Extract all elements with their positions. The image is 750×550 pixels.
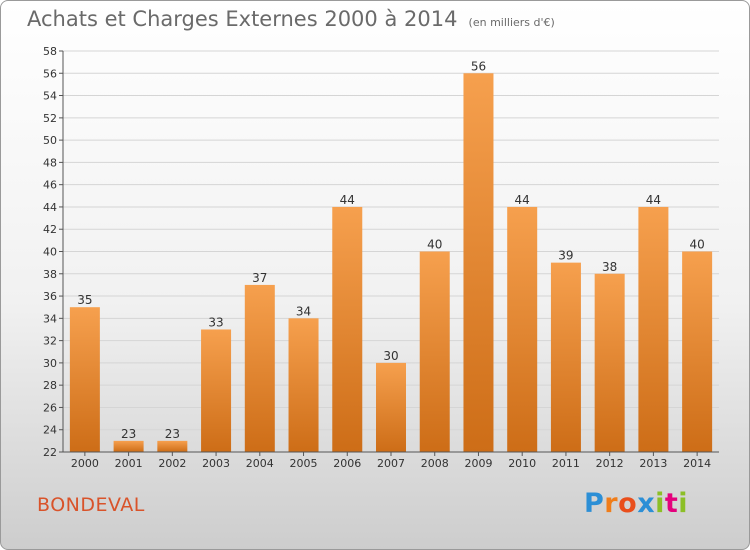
- logo-letter: r: [604, 488, 619, 519]
- y-tick-label: 26: [43, 401, 57, 414]
- bar-2011: [550, 262, 581, 452]
- bar-2014: [682, 251, 713, 452]
- logo-letter: i: [655, 488, 665, 519]
- y-tick-label: 54: [43, 90, 57, 103]
- data-label-2001: 23: [121, 427, 136, 441]
- logo-letter: t: [664, 488, 679, 519]
- data-label-2002: 23: [165, 427, 180, 441]
- y-tick-label: 30: [43, 357, 57, 370]
- logo-letter: i: [678, 488, 689, 519]
- x-tick-label: 2007: [377, 457, 405, 470]
- y-tick-label: 46: [43, 179, 57, 192]
- bar-2009: [463, 73, 494, 453]
- x-tick-label: 2008: [421, 457, 449, 470]
- bar-2012: [594, 273, 625, 452]
- y-tick-label: 32: [43, 335, 57, 348]
- y-tick-label: 42: [43, 223, 57, 236]
- bar-2013: [638, 206, 669, 452]
- chart-title: Achats et Charges Externes 2000 à 2014: [27, 7, 458, 31]
- chart-unit: (en milliers d'€): [468, 16, 555, 29]
- y-tick-label: 56: [43, 67, 57, 80]
- bar-2008: [419, 251, 450, 452]
- bar-2000: [69, 307, 100, 452]
- x-tick-label: 2013: [639, 457, 667, 470]
- x-tick-label: 2004: [246, 457, 274, 470]
- x-tick-label: 2011: [552, 457, 580, 470]
- data-label-2000: 35: [77, 293, 92, 307]
- data-label-2013: 44: [646, 193, 661, 207]
- data-label-2004: 37: [252, 271, 267, 285]
- bar-2006: [332, 206, 363, 452]
- x-tick-label: 2014: [683, 457, 711, 470]
- data-label-2009: 56: [471, 59, 486, 73]
- x-tick-label: 2000: [71, 457, 99, 470]
- y-tick-label: 40: [43, 246, 57, 259]
- axis-layer: 22 24 26 28 30 32 34 36 38 40 42 44 46 48 50 52 54 56 58 20…: [43, 45, 719, 470]
- data-label-2014: 40: [689, 238, 704, 252]
- x-tick-label: 2010: [508, 457, 536, 470]
- x-tick-label: 2006: [333, 457, 361, 470]
- data-label-2003: 33: [208, 315, 223, 329]
- y-tick-label: 36: [43, 290, 57, 303]
- bar-2003: [201, 329, 232, 452]
- bar-2004: [244, 284, 275, 452]
- chart-title-block: Achats et Charges Externes 2000 à 2014 (…: [27, 7, 555, 31]
- data-label-2011: 39: [558, 249, 573, 263]
- data-label-2010: 44: [515, 193, 530, 207]
- data-label-2007: 30: [383, 349, 398, 363]
- commune-name: BONDEVAL: [37, 494, 145, 516]
- y-tick-label: 38: [43, 268, 57, 281]
- bar-2001: [113, 440, 144, 452]
- y-tick-label: 48: [43, 156, 57, 169]
- x-tick-label: 2005: [290, 457, 318, 470]
- data-label-2005: 34: [296, 304, 311, 318]
- data-label-2012: 38: [602, 260, 617, 274]
- y-tick-label: 22: [43, 446, 57, 459]
- y-tick-label: 34: [43, 312, 57, 325]
- y-tick-label: 24: [43, 424, 57, 437]
- logo-letter: x: [637, 488, 656, 519]
- data-label-2008: 40: [427, 238, 442, 252]
- x-tick-label: 2001: [115, 457, 143, 470]
- bar-2002: [157, 440, 188, 452]
- bar-layer: 35 23 23 33 37 34 44 30 40 56 44 39 38 44 40: [69, 59, 713, 453]
- bar-2010: [507, 206, 538, 452]
- x-tick-label: 2009: [464, 457, 492, 470]
- y-tick-label: 50: [43, 134, 57, 147]
- bar-2005: [288, 318, 319, 452]
- y-tick-label: 44: [43, 201, 57, 214]
- proxiti-logo: Proxiti: [584, 488, 688, 519]
- data-label-2006: 44: [340, 193, 355, 207]
- x-tick-label: 2003: [202, 457, 230, 470]
- logo-letter: P: [584, 488, 605, 519]
- y-tick-label: 28: [43, 379, 57, 392]
- x-tick-label: 2012: [596, 457, 624, 470]
- y-tick-label: 58: [43, 45, 57, 58]
- x-tick-label: 2002: [158, 457, 186, 470]
- y-tick-label: 52: [43, 112, 57, 125]
- logo-letter: o: [618, 488, 638, 519]
- bar-2007: [376, 362, 406, 452]
